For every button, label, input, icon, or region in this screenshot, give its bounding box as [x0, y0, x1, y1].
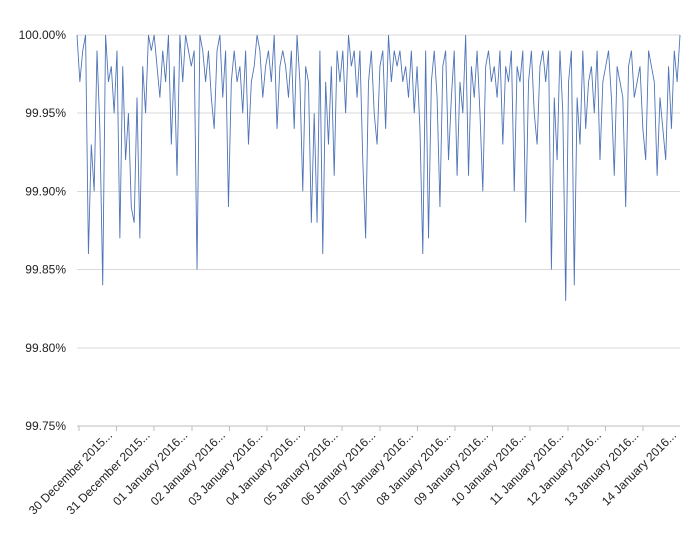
- series-line: [76, 34, 681, 301]
- x-axis-tick-labels: 30 December 2015...31 December 2015...01…: [26, 428, 679, 517]
- y-tick-label: 100.00%: [19, 28, 67, 42]
- y-tick-label: 99.80%: [25, 341, 66, 355]
- y-tick-label: 99.85%: [25, 263, 66, 277]
- series-group: [76, 34, 681, 301]
- y-tick-label: 99.95%: [25, 106, 66, 120]
- y-tick-label: 99.90%: [25, 184, 66, 198]
- y-axis-tick-labels: 99.75% 99.80% 99.85% 99.90% 99.95% 100.00%: [19, 28, 67, 433]
- y-tick-label: 99.75%: [25, 419, 66, 433]
- x-axis: [78, 426, 644, 431]
